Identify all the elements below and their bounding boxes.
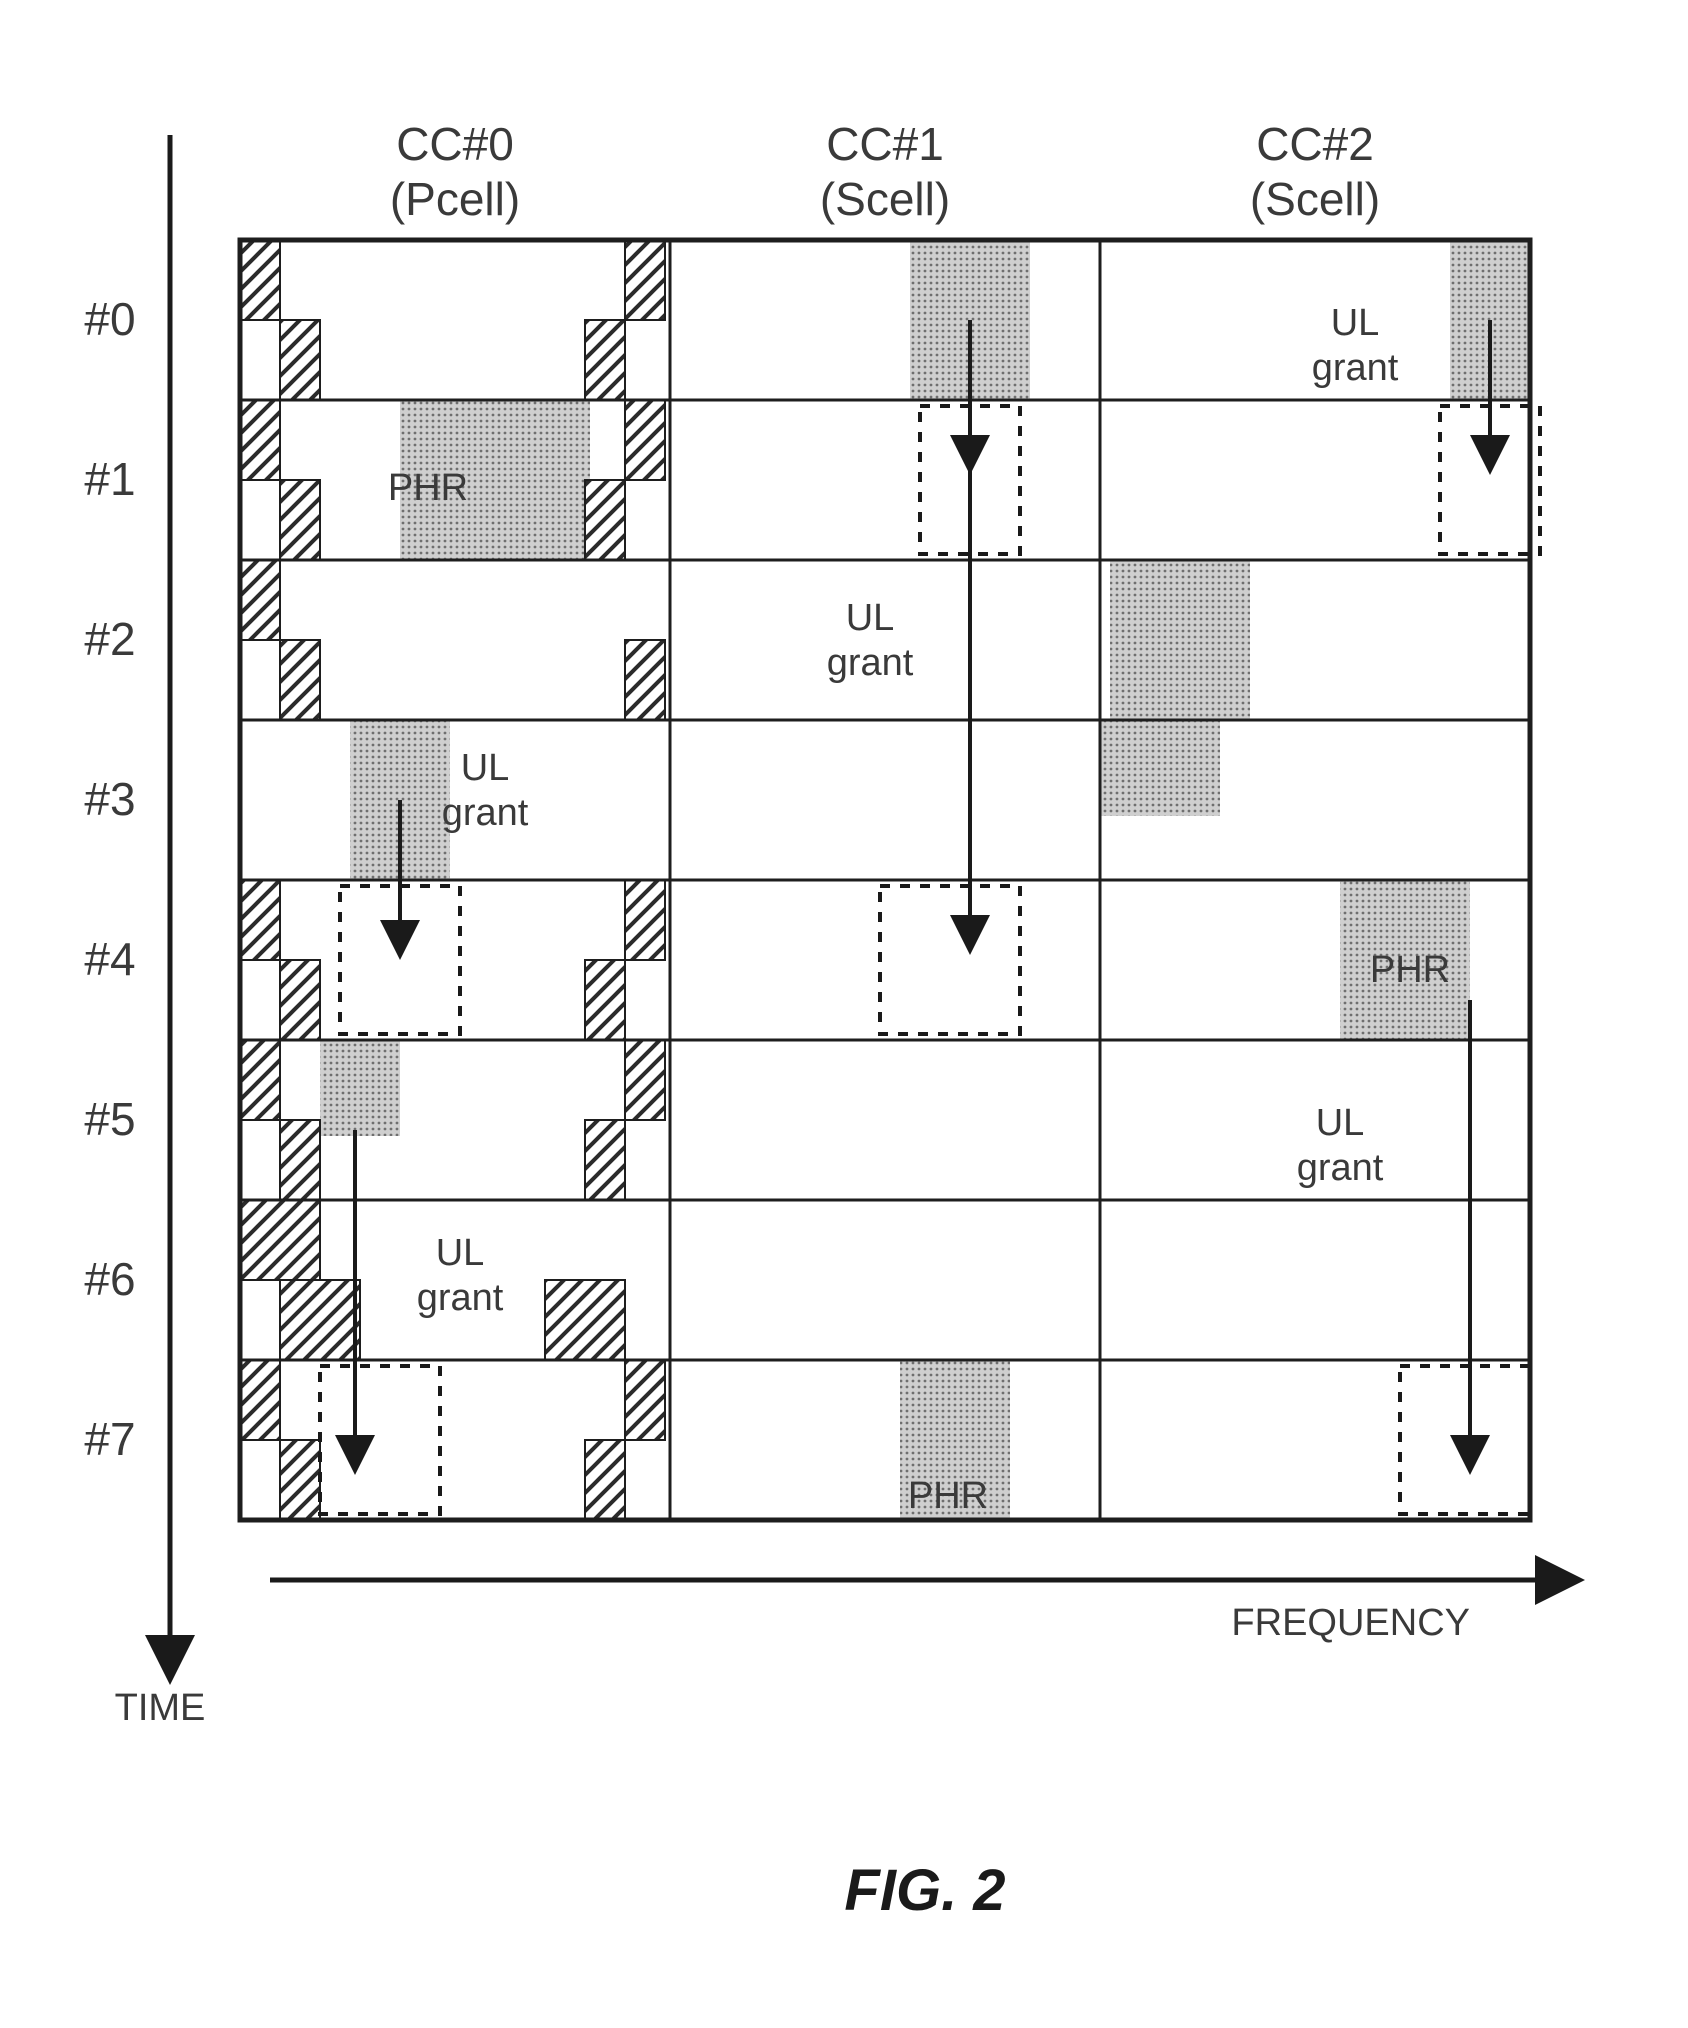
control-block <box>625 880 665 960</box>
control-block <box>240 240 280 320</box>
ul-grant-label: grant <box>1312 347 1399 389</box>
figure-svg: TIMEFREQUENCYFIG. 2CC#0(Pcell)CC#1(Scell… <box>40 40 1648 1988</box>
column-header: CC#1 <box>826 118 944 170</box>
control-block <box>585 960 625 1040</box>
control-block <box>280 1280 360 1360</box>
control-block <box>280 480 320 560</box>
control-block <box>625 240 665 320</box>
row-label: #2 <box>84 613 135 665</box>
time-axis-label: TIME <box>115 1687 206 1729</box>
control-block <box>280 960 320 1040</box>
control-block <box>625 400 665 480</box>
figure-container: TIMEFREQUENCYFIG. 2CC#0(Pcell)CC#1(Scell… <box>40 40 1648 1988</box>
control-block <box>625 1360 665 1440</box>
control-block <box>545 1280 625 1360</box>
control-block <box>240 1200 320 1280</box>
column-subheader: (Pcell) <box>390 173 520 225</box>
data-block <box>1100 720 1220 816</box>
control-block <box>625 640 665 720</box>
column-header: CC#0 <box>396 118 514 170</box>
column-subheader: (Scell) <box>1250 173 1380 225</box>
control-block <box>585 1120 625 1200</box>
scheduled-slot <box>880 886 1020 1034</box>
data-block <box>320 1040 400 1136</box>
ul-grant-label: UL <box>1316 1102 1365 1144</box>
control-block <box>585 320 625 400</box>
control-block <box>585 480 625 560</box>
control-block <box>585 1440 625 1520</box>
phr-label: PHR <box>388 467 468 509</box>
row-label: #7 <box>84 1413 135 1465</box>
control-block <box>280 640 320 720</box>
control-block <box>240 880 280 960</box>
control-block <box>280 320 320 400</box>
control-block <box>240 1040 280 1120</box>
data-block <box>1110 560 1250 720</box>
row-label: #0 <box>84 293 135 345</box>
phr-label: PHR <box>908 1475 988 1517</box>
ul-grant-label: UL <box>461 747 510 789</box>
scheduled-slot <box>1400 1366 1530 1514</box>
ul-grant-label: grant <box>1297 1147 1384 1189</box>
ul-grant-label: grant <box>442 792 529 834</box>
row-label: #6 <box>84 1253 135 1305</box>
frequency-axis-label: FREQUENCY <box>1231 1602 1470 1644</box>
column-header: CC#2 <box>1256 118 1374 170</box>
ul-grant-label: grant <box>827 642 914 684</box>
ul-grant-label: UL <box>1331 302 1380 344</box>
control-block <box>280 1120 320 1200</box>
figure-label: FIG. 2 <box>844 1858 1005 1923</box>
control-block <box>240 400 280 480</box>
control-block <box>240 1360 280 1440</box>
phr-label: PHR <box>1370 949 1450 991</box>
scheduled-slot <box>320 1366 440 1514</box>
ul-grant-label: grant <box>417 1277 504 1319</box>
row-label: #5 <box>84 1093 135 1145</box>
column-subheader: (Scell) <box>820 173 950 225</box>
row-label: #4 <box>84 933 135 985</box>
ul-grant-label: UL <box>436 1232 485 1274</box>
control-block <box>280 1440 320 1520</box>
ul-grant-label: UL <box>846 597 895 639</box>
control-block <box>625 1040 665 1120</box>
control-block <box>240 560 280 640</box>
row-label: #3 <box>84 773 135 825</box>
row-label: #1 <box>84 453 135 505</box>
